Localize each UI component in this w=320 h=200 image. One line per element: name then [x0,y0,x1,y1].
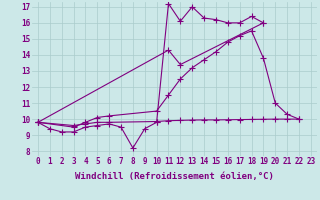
X-axis label: Windchill (Refroidissement éolien,°C): Windchill (Refroidissement éolien,°C) [75,172,274,181]
